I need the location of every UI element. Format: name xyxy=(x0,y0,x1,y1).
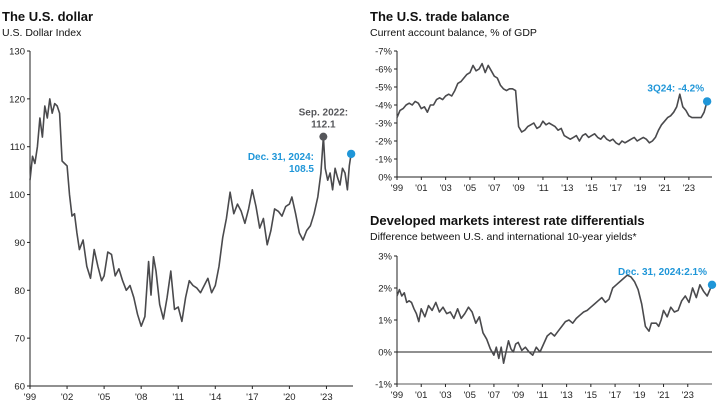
y-tick-label: -1% xyxy=(375,380,392,391)
dec-2024-value: 108.5 xyxy=(289,164,314,175)
x-tick-label: '15 xyxy=(585,390,597,401)
latest-value-marker xyxy=(702,97,712,106)
x-tick-label: '15 xyxy=(585,183,597,194)
x-tick-label: '01 xyxy=(415,390,427,401)
dec-2024-marker xyxy=(346,149,356,159)
latest-value-marker xyxy=(707,280,717,289)
us-dollar-chart-title: The U.S. dollar xyxy=(2,9,93,24)
x-tick-label: '05 xyxy=(463,390,475,401)
latest-value-label: 3Q24: -4.2% xyxy=(647,83,704,94)
x-tick-label: '03 xyxy=(439,390,451,401)
us-dollar-chart-subtitle: U.S. Dollar Index xyxy=(2,27,82,39)
x-tick-label: '23 xyxy=(683,183,695,194)
x-tick-label: '11 xyxy=(537,183,549,194)
x-tick-label: '21 xyxy=(658,183,670,194)
latest-value-label: Dec. 31, 2024:2.1% xyxy=(618,267,707,278)
x-tick-label: '99 xyxy=(391,390,403,401)
y-tick-label: -6% xyxy=(375,65,392,76)
sep-2022-label: Sep. 2022: xyxy=(299,108,348,119)
y-tick-label: -2% xyxy=(375,137,392,148)
x-tick-label: '07 xyxy=(488,390,500,401)
x-tick-label: '09 xyxy=(512,183,524,194)
x-tick-label: '20 xyxy=(283,392,295,403)
x-tick-label: '21 xyxy=(657,390,669,401)
x-tick-label: '13 xyxy=(560,390,572,401)
y-tick-label: 120 xyxy=(9,94,25,105)
y-tick-label: 110 xyxy=(10,142,25,153)
series-line xyxy=(396,62,708,146)
trade-balance-chart: The U.S. trade balance Current account b… xyxy=(370,9,712,194)
x-tick-label: '05 xyxy=(98,392,110,403)
y-tick-label: -5% xyxy=(375,83,392,94)
trade-balance-chart-title: The U.S. trade balance xyxy=(370,9,509,24)
y-tick-label: 2% xyxy=(378,284,392,295)
y-tick-label: 1% xyxy=(378,316,392,327)
x-tick-label: '05 xyxy=(464,183,476,194)
x-tick-label: '13 xyxy=(561,183,573,194)
x-tick-label: '01 xyxy=(415,183,427,194)
x-tick-label: '07 xyxy=(488,183,500,194)
us-dollar-chart: The U.S. dollar U.S. Dollar Index 130 120… xyxy=(2,9,356,403)
x-tick-label: '17 xyxy=(610,183,622,194)
y-tick-label: 60 xyxy=(14,382,25,393)
y-tick-label: -4% xyxy=(375,101,392,112)
x-tick-label: '02 xyxy=(61,392,73,403)
x-tick-label: '19 xyxy=(634,183,646,194)
y-tick-label: 100 xyxy=(9,190,25,201)
x-tick-label: '23 xyxy=(320,392,332,403)
y-tick-label: 130 xyxy=(9,47,25,58)
x-tick-label: '19 xyxy=(633,390,645,401)
y-tick-label: 3% xyxy=(378,252,392,263)
y-tick-label: 90 xyxy=(14,238,25,249)
trade-balance-chart-subtitle: Current account balance, % of GDP xyxy=(370,27,537,39)
x-tick-label: '99 xyxy=(391,183,403,194)
rate-differentials-chart-title: Developed markets interest rate differen… xyxy=(370,213,645,228)
x-tick-label: '17 xyxy=(246,392,258,403)
x-tick-label: '23 xyxy=(682,390,694,401)
rate-differentials-chart-subtitle: Difference between U.S. and internationa… xyxy=(370,231,637,243)
series-line xyxy=(396,274,713,364)
y-tick-label: 0% xyxy=(378,348,392,359)
x-tick-label: '11 xyxy=(172,392,184,403)
y-tick-label: -3% xyxy=(375,119,392,130)
sep-2022-marker xyxy=(319,132,328,141)
x-tick-label: '03 xyxy=(439,183,451,194)
sep-2022-value: 112.1 xyxy=(311,120,336,131)
x-tick-label: '09 xyxy=(512,390,524,401)
y-tick-label: 0% xyxy=(378,173,392,184)
y-tick-label: -7% xyxy=(375,47,392,58)
y-tick-label: 80 xyxy=(14,286,25,297)
x-tick-label: '99 xyxy=(24,392,36,403)
x-tick-label: '14 xyxy=(209,392,221,403)
x-tick-label: '17 xyxy=(609,390,621,401)
y-tick-label: -1% xyxy=(375,155,392,166)
rate-differentials-chart: Developed markets interest rate differen… xyxy=(370,213,717,401)
x-tick-label: '08 xyxy=(135,392,147,403)
dec-2024-label: Dec. 31, 2024: xyxy=(248,152,314,163)
x-tick-label: '11 xyxy=(537,390,549,401)
y-tick-label: 70 xyxy=(14,334,25,345)
series-line xyxy=(29,98,352,327)
